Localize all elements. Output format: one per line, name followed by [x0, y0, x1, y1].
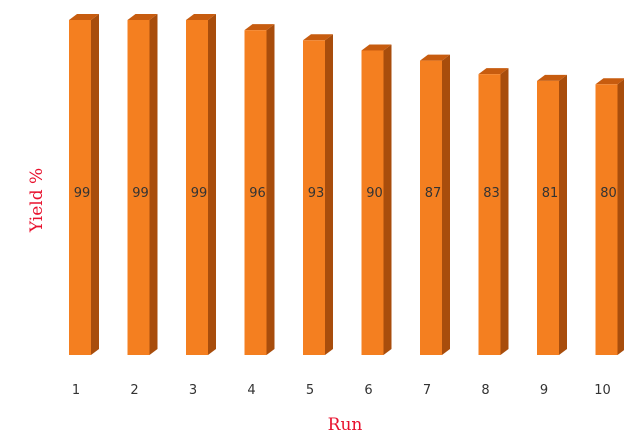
bar: [420, 60, 442, 356]
data-label: 99: [74, 186, 91, 201]
y-axis-title: Yield %: [27, 168, 47, 233]
bar-top: [478, 68, 509, 75]
x-tick-label: 2: [130, 383, 138, 398]
bar-side: [149, 14, 158, 355]
bar-side: [91, 14, 99, 355]
x-tick-label: 6: [364, 383, 372, 398]
bar: [127, 20, 150, 355]
bar-top: [127, 14, 158, 20]
bar-side: [617, 79, 624, 355]
bar-side: [383, 44, 392, 356]
data-label: 90: [366, 186, 383, 201]
bar: [361, 50, 384, 356]
bar: [303, 40, 325, 355]
x-tick-label: 9: [540, 383, 548, 398]
data-label: 99: [132, 186, 149, 201]
bar-side: [208, 14, 216, 355]
x-tick-label: 1: [72, 383, 80, 398]
bar-top: [244, 24, 275, 31]
bar-top: [303, 34, 333, 41]
bar-side: [559, 74, 567, 355]
bars-group: 99 99 99 96 93 90 87 83 81 80: [69, 14, 624, 356]
data-label: 96: [249, 186, 266, 201]
bar-side: [442, 54, 450, 356]
x-tick-label: 7: [423, 383, 431, 398]
data-label: 93: [308, 186, 325, 201]
bar-top: [595, 78, 624, 85]
x-axis-title: Run: [328, 415, 363, 435]
bar: [244, 30, 267, 355]
bar-top: [186, 14, 216, 20]
bar-top: [361, 44, 392, 51]
x-tick-label: 8: [481, 383, 489, 398]
bar: [69, 20, 91, 355]
bar: [186, 20, 208, 355]
bar: [537, 80, 559, 355]
bar-side: [500, 68, 509, 355]
x-tick-label: 4: [247, 383, 255, 398]
data-label: 83: [483, 186, 500, 201]
data-label: 99: [191, 186, 208, 201]
bar-top: [69, 14, 99, 20]
data-label: 87: [425, 186, 442, 201]
x-tick-label: 3: [189, 383, 197, 398]
x-tick-label: 10: [594, 383, 611, 398]
data-label: 80: [600, 186, 617, 201]
bar-side: [325, 34, 333, 355]
bar: [478, 74, 501, 355]
bar-side: [266, 24, 275, 355]
bar: [595, 84, 618, 355]
bar-top: [420, 54, 450, 61]
x-tick-labels: 1 2 3 4 5 6 7 8 9 10: [72, 383, 611, 398]
data-label: 81: [542, 186, 559, 201]
x-tick-label: 5: [306, 383, 314, 398]
bar-top: [537, 74, 567, 81]
